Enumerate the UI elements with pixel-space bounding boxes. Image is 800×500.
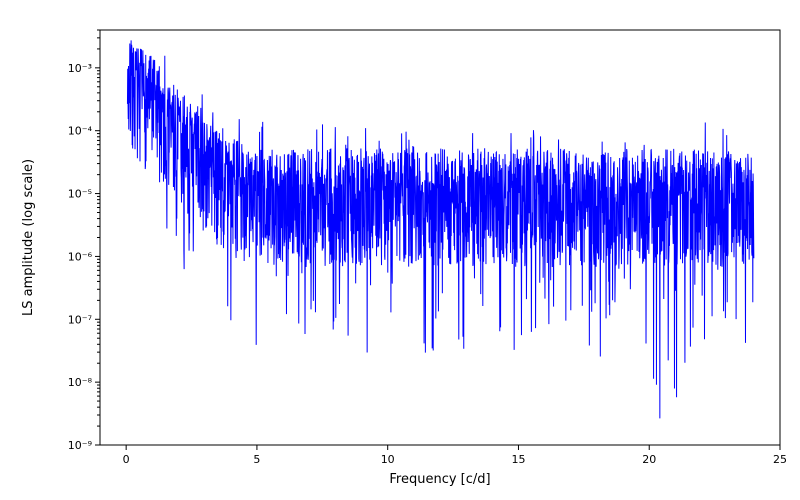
y-tick-label: 10⁻⁸ (68, 376, 93, 389)
y-axis-label: LS amplitude (log scale) (21, 159, 36, 316)
y-tick-label: 10⁻⁵ (68, 188, 92, 201)
x-tick-label: 15 (511, 453, 525, 466)
y-tick-label: 10⁻⁴ (68, 125, 93, 138)
x-tick-label: 0 (123, 453, 130, 466)
x-tick-label: 5 (253, 453, 260, 466)
y-tick-label: 10⁻⁶ (68, 250, 93, 263)
y-tick-label: 10⁻⁷ (68, 313, 92, 326)
x-tick-label: 25 (773, 453, 787, 466)
periodogram-chart: 0510152025 10⁻⁹10⁻⁸10⁻⁷10⁻⁶10⁻⁵10⁻⁴10⁻³ … (0, 0, 800, 500)
y-tick-label: 10⁻⁹ (68, 439, 92, 452)
y-tick-label: 10⁻³ (68, 62, 92, 75)
chart-svg: 0510152025 10⁻⁹10⁻⁸10⁻⁷10⁻⁶10⁻⁵10⁻⁴10⁻³ … (0, 0, 800, 500)
x-axis-label: Frequency [c/d] (389, 472, 490, 487)
x-tick-label: 20 (642, 453, 656, 466)
x-tick-label: 10 (381, 453, 395, 466)
